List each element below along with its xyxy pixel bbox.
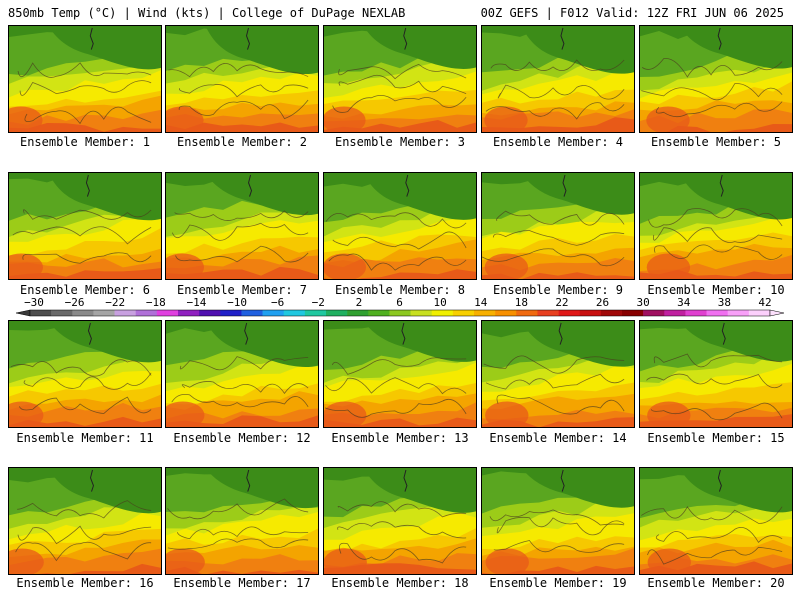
colorbar-segment [706, 310, 729, 316]
ensemble-member-label: Ensemble Member: 1 [19, 135, 151, 149]
colorbar-tick-label: 6 [396, 296, 403, 309]
map-title: 850mb Temp (°C) | Wind (kts) | College o… [8, 6, 406, 20]
ensemble-member-label: Ensemble Member: 9 [492, 283, 624, 297]
model-run-info: 00Z GEFS | F012 Valid: 12Z FRI JUN 06 20… [480, 6, 784, 20]
colorbar-segment [304, 310, 327, 316]
colorbar-segment [326, 310, 348, 316]
ensemble-member-label: Ensemble Member: 6 [19, 283, 151, 297]
colorbar-segment [410, 310, 433, 316]
ensemble-member-map [165, 320, 319, 428]
colorbar-segment [495, 310, 517, 316]
colorbar-segment [178, 310, 200, 316]
ensemble-member-label: Ensemble Member: 13 [331, 431, 469, 445]
ensemble-member-map [639, 320, 793, 428]
colorbar-segment [431, 310, 454, 316]
ensemble-member-label: Ensemble Member: 20 [647, 576, 785, 590]
colorbar-segment [664, 310, 686, 316]
colorbar-tick-label: 38 [717, 296, 731, 309]
colorbar-tick-label: 34 [677, 296, 691, 309]
colorbar-segment [72, 310, 94, 316]
colorbar-segment [114, 310, 137, 316]
colorbar-segment [685, 310, 707, 316]
ensemble-member-map [639, 172, 793, 280]
colorbar-tick-label: −14 [186, 296, 207, 309]
ensemble-member-map [481, 467, 635, 575]
ensemble-member-label: Ensemble Member: 15 [647, 431, 785, 445]
colorbar-segment [537, 310, 559, 316]
ensemble-member-map [8, 25, 162, 133]
colorbar-tick-label: −26 [64, 296, 85, 309]
ensemble-member-label: Ensemble Member: 8 [334, 283, 466, 297]
ensemble-member-label: Ensemble Member: 5 [650, 135, 782, 149]
colorbar-tick-label: 2 [355, 296, 363, 309]
colorbar-tick-label: 30 [636, 296, 650, 309]
ensemble-member-map [481, 172, 635, 280]
colorbar-segment [30, 310, 52, 316]
ensemble-member-label: Ensemble Member: 10 [647, 283, 785, 297]
colorbar-tick-label: 26 [595, 296, 610, 309]
ensemble-member-map [481, 320, 635, 428]
ensemble-member-label: Ensemble Member: 17 [173, 576, 311, 590]
colorbar-tick-label: −2 [311, 296, 325, 309]
colorbar-segment [156, 310, 179, 316]
ensemble-member-map [8, 172, 162, 280]
colorbar-segment [643, 310, 665, 316]
colorbar-segment [452, 310, 475, 316]
ensemble-member-map [8, 320, 162, 428]
colorbar-segment [368, 310, 390, 316]
colorbar-tick-label: 18 [514, 296, 528, 309]
ensemble-member-map [323, 320, 477, 428]
colorbar-tick-label: −6 [271, 296, 285, 309]
ensemble-member-label: Ensemble Member: 14 [489, 431, 627, 445]
ensemble-member-map [639, 25, 793, 133]
colorbar-arrow-left [15, 309, 31, 317]
colorbar-tick-label: 22 [555, 296, 569, 309]
colorbar-segment [579, 310, 602, 316]
colorbar-segment [262, 310, 285, 316]
colorbar-tick-label: −30 [24, 296, 44, 309]
ensemble-member-label: Ensemble Member: 19 [489, 576, 627, 590]
colorbar-segment [600, 310, 623, 316]
colorbar-segment [220, 310, 242, 316]
ensemble-member-map [165, 25, 319, 133]
colorbar-tick-label: 14 [474, 296, 488, 309]
ensemble-member-map [165, 172, 319, 280]
colorbar-segment [516, 310, 538, 316]
colorbar-tick-label: −18 [145, 296, 166, 309]
ensemble-member-label: Ensemble Member: 7 [176, 283, 308, 297]
ensemble-member-map [323, 172, 477, 280]
ensemble-member-map [481, 25, 635, 133]
colorbar-segment [241, 310, 263, 316]
ensemble-member-label: Ensemble Member: 3 [334, 135, 466, 149]
ensemble-member-label: Ensemble Member: 12 [173, 431, 311, 445]
ensemble-member-map [639, 467, 793, 575]
colorbar-arrow-right [769, 309, 785, 317]
colorbar-segment [558, 310, 581, 316]
colorbar-tick-label: −22 [105, 296, 126, 309]
colorbar-tick-label: −10 [227, 296, 247, 309]
ensemble-member-label: Ensemble Member: 2 [176, 135, 308, 149]
colorbar-tick-label: 10 [433, 296, 447, 309]
colorbar-segment [283, 310, 306, 316]
ensemble-member-map [323, 467, 477, 575]
ensemble-member-map [8, 467, 162, 575]
colorbar-tick-label: 42 [758, 296, 772, 309]
ensemble-member-label: Ensemble Member: 11 [16, 431, 154, 445]
colorbar-segment [51, 310, 73, 316]
colorbar-segment [389, 310, 411, 316]
ensemble-member-label: Ensemble Member: 16 [16, 576, 154, 590]
colorbar-segment [93, 310, 115, 316]
colorbar-segment [748, 310, 771, 316]
ensemble-member-label: Ensemble Member: 18 [331, 576, 469, 590]
colorbar-segment [199, 310, 221, 316]
colorbar-segment [135, 310, 158, 316]
ensemble-member-map [165, 467, 319, 575]
ensemble-member-map [323, 25, 477, 133]
ensemble-member-label: Ensemble Member: 4 [492, 135, 624, 149]
colorbar-segment [727, 310, 750, 316]
colorbar-segment [347, 310, 369, 316]
temperature-colorbar [15, 309, 785, 317]
colorbar-segment [622, 310, 644, 316]
colorbar-segment [474, 310, 496, 316]
